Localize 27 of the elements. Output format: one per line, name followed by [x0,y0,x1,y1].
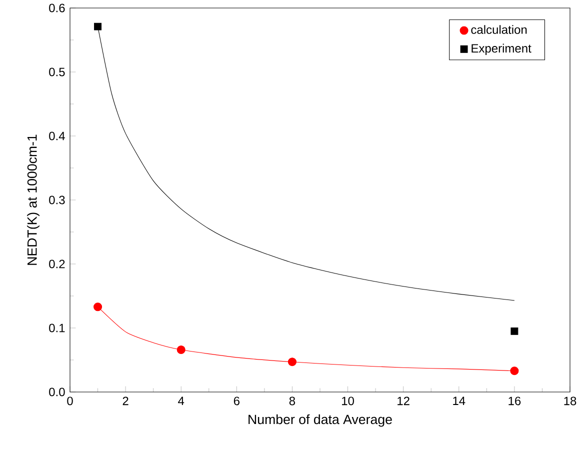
x-tick-label: 14 [453,396,466,405]
y-tick-label: 0.5 [49,68,65,76]
x-tick-label: 16 [508,396,521,406]
point [510,327,518,335]
x-tick-label: 4 [178,396,184,405]
y-tick-label: 0.4 [49,132,65,140]
x-tick-label: 2 [122,396,128,406]
x-axis-title: Number of data Average [248,414,392,427]
x-tick-label: 10 [342,396,354,406]
legend-label: calculation [471,25,527,34]
x-tick-label: 6 [234,396,240,406]
y-tick-label: 0.0 [49,388,65,396]
y-tick-label: 0.6 [49,4,65,12]
x-tick-label: 8 [289,396,296,406]
y-axis-title: NEDT(K) at 1000cm-1 [27,134,40,265]
point [288,358,296,366]
y-tick-label: 0.1 [49,324,65,332]
y-tick-label: 0.3 [49,196,65,204]
legend-label: Experiment [472,44,532,55]
y-tick-label: 0.2 [49,260,65,268]
point [510,366,519,376]
point [176,345,186,354]
x-tick-label: 12 [398,396,410,406]
x-tick-label: 18 [564,396,576,406]
point [94,302,102,312]
point [94,22,102,30]
x-tick-label: 0 [67,396,73,406]
